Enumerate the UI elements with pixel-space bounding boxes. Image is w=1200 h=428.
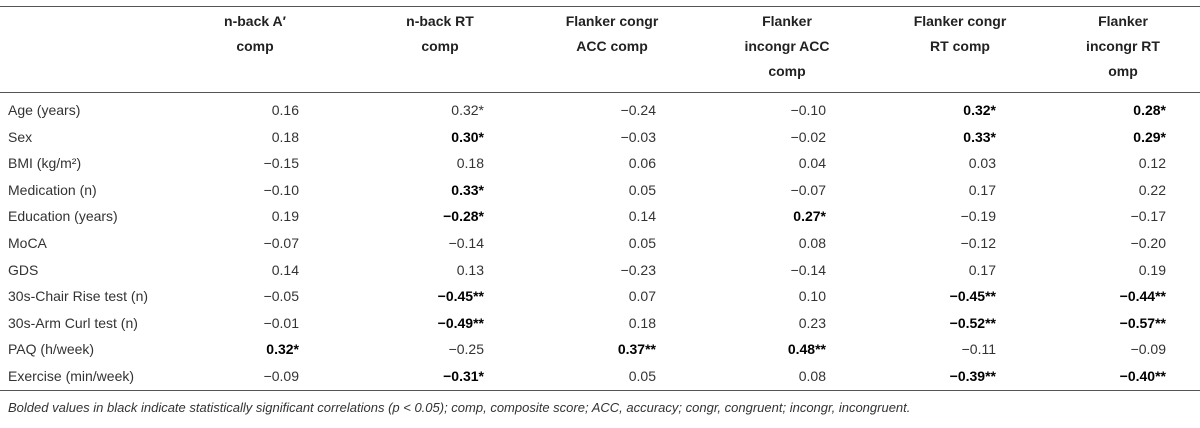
cell: −0.09 <box>263 368 299 384</box>
row-label: BMI (kg/m²) <box>8 155 82 172</box>
cell: −0.05 <box>263 288 299 305</box>
column-header: n-back A′ <box>224 13 286 29</box>
cell: −0.10 <box>790 102 826 118</box>
footnote: Bolded values in black indicate statisti… <box>8 400 911 415</box>
cell: −0.20 <box>1130 235 1166 251</box>
cell: 0.04 <box>798 155 826 172</box>
cell: −0.11 <box>961 341 996 358</box>
cell: −0.02 <box>790 128 826 145</box>
cell: −0.03 <box>620 128 656 145</box>
cell: 0.17 <box>968 261 996 278</box>
cell: −0.45** <box>949 288 996 305</box>
cell: 0.28* <box>1133 102 1166 118</box>
column-header: incongr RT <box>1086 38 1160 54</box>
cell: 0.37** <box>617 341 656 358</box>
cell: −0.09 <box>1130 341 1166 358</box>
cell: 0.33* <box>451 181 484 198</box>
cell: −0.24 <box>620 102 656 118</box>
column-header: Flanker <box>762 13 812 29</box>
row-label: Medication (n) <box>8 181 97 198</box>
cell: −0.14 <box>448 235 484 251</box>
bottom-rule <box>0 390 1200 391</box>
cell: −0.14 <box>790 261 826 278</box>
cell: −0.15 <box>263 155 299 172</box>
cell: 0.19 <box>271 208 299 225</box>
cell: 0.14 <box>271 261 299 278</box>
row-label: GDS <box>8 261 39 278</box>
cell: −0.31* <box>443 368 484 384</box>
cell: −0.28* <box>443 208 484 225</box>
cell: 0.08 <box>798 368 826 384</box>
column-header: comp <box>421 38 459 54</box>
cell: 0.32* <box>963 102 996 118</box>
cell: 0.29* <box>1133 128 1166 145</box>
cell: 0.32* <box>451 102 484 118</box>
cell: 0.22 <box>1138 181 1166 198</box>
row-label: 30s-Chair Rise test (n) <box>8 288 149 305</box>
column-header: comp <box>768 63 806 79</box>
cell: 0.05 <box>628 368 656 384</box>
row-label: Education (years) <box>8 208 118 225</box>
top-rule <box>0 6 1200 7</box>
cell: −0.44** <box>1119 288 1166 305</box>
column-header: Flanker congr <box>913 13 1007 29</box>
cell: −0.12 <box>960 235 996 251</box>
cell: 0.32* <box>266 341 299 358</box>
cell: −0.39** <box>949 368 996 384</box>
cell: −0.19 <box>960 208 996 225</box>
row-label: PAQ (h/week) <box>8 341 95 358</box>
row-label: Exercise (min/week) <box>8 368 135 384</box>
cell: 0.18 <box>628 314 656 331</box>
column-header: omp <box>1108 63 1138 79</box>
column-header: n-back RT <box>406 13 474 29</box>
cell: −0.01 <box>263 314 299 331</box>
column-header: incongr ACC <box>744 38 830 54</box>
cell: 0.10 <box>798 288 826 305</box>
column-header: ACC comp <box>576 38 648 54</box>
cell: 0.18 <box>456 155 484 172</box>
cell: −0.23 <box>620 261 656 278</box>
cell: −0.40** <box>1119 368 1166 384</box>
cell: 0.19 <box>1138 261 1166 278</box>
header-rule <box>0 92 1200 93</box>
cell: 0.12 <box>1138 155 1166 172</box>
cell: −0.07 <box>790 181 826 198</box>
cell: −0.45** <box>437 288 484 305</box>
cell: 0.07 <box>628 288 656 305</box>
cell: −0.25 <box>448 341 484 358</box>
cell: 0.13 <box>456 261 484 278</box>
cell: 0.18 <box>271 128 299 145</box>
row-label: Sex <box>8 128 33 145</box>
cell: −0.17 <box>1130 208 1166 225</box>
cell: 0.27* <box>793 208 826 225</box>
row-label: MoCA <box>8 235 47 251</box>
cell: −0.57** <box>1119 314 1166 331</box>
cell: 0.48** <box>787 341 826 358</box>
row-label: 30s-Arm Curl test (n) <box>8 314 138 331</box>
cell: 0.03 <box>968 155 996 172</box>
cell: −0.10 <box>263 181 299 198</box>
cell: 0.17 <box>968 181 996 198</box>
cell: −0.07 <box>263 235 299 251</box>
cell: 0.33* <box>963 128 996 145</box>
cell: 0.06 <box>628 155 656 172</box>
column-header: Flanker congr <box>565 13 659 29</box>
column-header: Flanker <box>1098 13 1148 29</box>
cell: −0.49** <box>437 314 484 331</box>
cell: 0.08 <box>798 235 826 251</box>
cell: 0.14 <box>628 208 656 225</box>
cell: 0.23 <box>798 314 826 331</box>
cell: −0.52** <box>949 314 996 331</box>
column-header: comp <box>236 38 274 54</box>
cell: 0.16 <box>271 102 299 118</box>
row-label: Age (years) <box>8 102 81 118</box>
cell: 0.05 <box>628 235 656 251</box>
cell: 0.30* <box>451 128 484 145</box>
cell: 0.05 <box>628 181 656 198</box>
column-header: RT comp <box>930 38 990 54</box>
